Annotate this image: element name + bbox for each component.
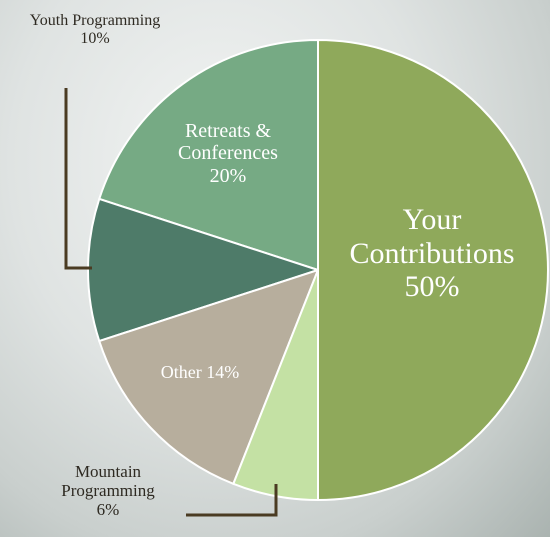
- value-label: 50%: [404, 270, 460, 304]
- pie-slice: [317, 38, 549, 502]
- value-label: 6%: [96, 500, 120, 520]
- slice-label: Youth Programming 10%: [20, 12, 170, 48]
- category-label: Your Contributions: [349, 203, 515, 270]
- pie-slice: [97, 268, 320, 486]
- leader-line: [186, 484, 278, 517]
- pie-slice: [97, 38, 319, 272]
- pie-slice: [87, 197, 322, 343]
- leader-line: [64, 88, 92, 270]
- value-label: 14%: [206, 362, 240, 382]
- slice-label: Your Contributions 50%: [327, 203, 537, 304]
- category-label: Mountain Programming: [61, 462, 155, 501]
- value-label: 10%: [80, 29, 110, 47]
- slice-label: Other 14%: [115, 362, 285, 382]
- slice-label: Mountain Programming 6%: [28, 462, 188, 519]
- slice-label: Retreats & Conferences 20%: [143, 120, 313, 187]
- category-label: Other: [160, 362, 202, 382]
- value-label: 20%: [209, 164, 247, 187]
- category-label: Youth Programming: [29, 12, 161, 29]
- category-label: Retreats & Conferences: [178, 120, 278, 165]
